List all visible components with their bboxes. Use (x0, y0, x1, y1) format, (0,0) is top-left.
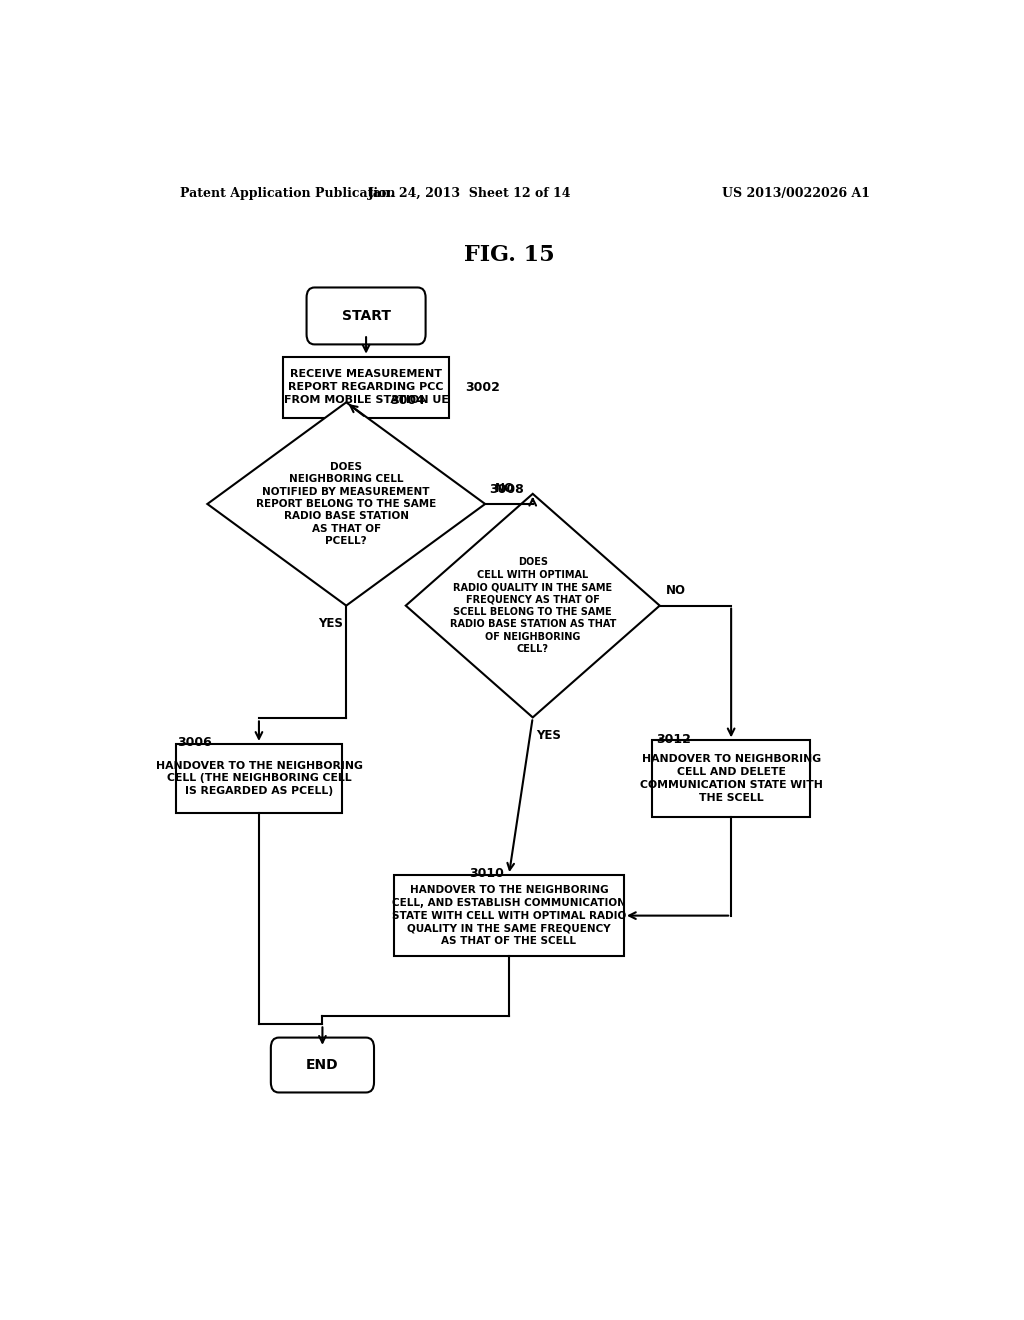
Text: US 2013/0022026 A1: US 2013/0022026 A1 (722, 187, 870, 201)
Text: 3010: 3010 (469, 867, 504, 880)
Bar (283, 356, 450, 417)
Text: 3004: 3004 (390, 393, 425, 407)
Polygon shape (207, 403, 485, 606)
Text: START: START (342, 309, 390, 323)
Text: DOES
NEIGHBORING CELL
NOTIFIED BY MEASUREMENT
REPORT BELONG TO THE SAME
RADIO BA: DOES NEIGHBORING CELL NOTIFIED BY MEASUR… (256, 462, 436, 546)
Text: NO: NO (495, 482, 515, 495)
Text: 3002: 3002 (465, 380, 500, 393)
Text: DOES
CELL WITH OPTIMAL
RADIO QUALITY IN THE SAME
FREQUENCY AS THAT OF
SCELL BELO: DOES CELL WITH OPTIMAL RADIO QUALITY IN … (450, 557, 615, 653)
Text: 3012: 3012 (655, 734, 690, 746)
Text: FIG. 15: FIG. 15 (464, 244, 554, 265)
Text: 3008: 3008 (489, 483, 524, 496)
Text: RECEIVE MEASUREMENT
REPORT REGARDING PCC
FROM MOBILE STATION UE: RECEIVE MEASUREMENT REPORT REGARDING PCC… (284, 370, 449, 405)
FancyBboxPatch shape (306, 288, 426, 345)
Polygon shape (406, 494, 659, 718)
Text: END: END (306, 1059, 339, 1072)
Text: Jan. 24, 2013  Sheet 12 of 14: Jan. 24, 2013 Sheet 12 of 14 (368, 187, 571, 201)
Text: Patent Application Publication: Patent Application Publication (179, 187, 395, 201)
Text: NO: NO (666, 583, 686, 597)
Bar (394, 875, 624, 956)
FancyBboxPatch shape (270, 1038, 374, 1093)
Text: HANDOVER TO NEIGHBORING
CELL AND DELETE
COMMUNICATION STATE WITH
THE SCELL: HANDOVER TO NEIGHBORING CELL AND DELETE … (640, 754, 822, 803)
Bar (652, 741, 811, 817)
Text: HANDOVER TO THE NEIGHBORING
CELL, AND ESTABLISH COMMUNICATION
STATE WITH CELL WI: HANDOVER TO THE NEIGHBORING CELL, AND ES… (392, 884, 626, 946)
Text: YES: YES (317, 618, 343, 631)
Text: 3006: 3006 (177, 737, 212, 750)
Text: YES: YES (537, 729, 561, 742)
Bar (176, 744, 342, 813)
Text: HANDOVER TO THE NEIGHBORING
CELL (THE NEIGHBORING CELL
IS REGARDED AS PCELL): HANDOVER TO THE NEIGHBORING CELL (THE NE… (156, 760, 362, 796)
